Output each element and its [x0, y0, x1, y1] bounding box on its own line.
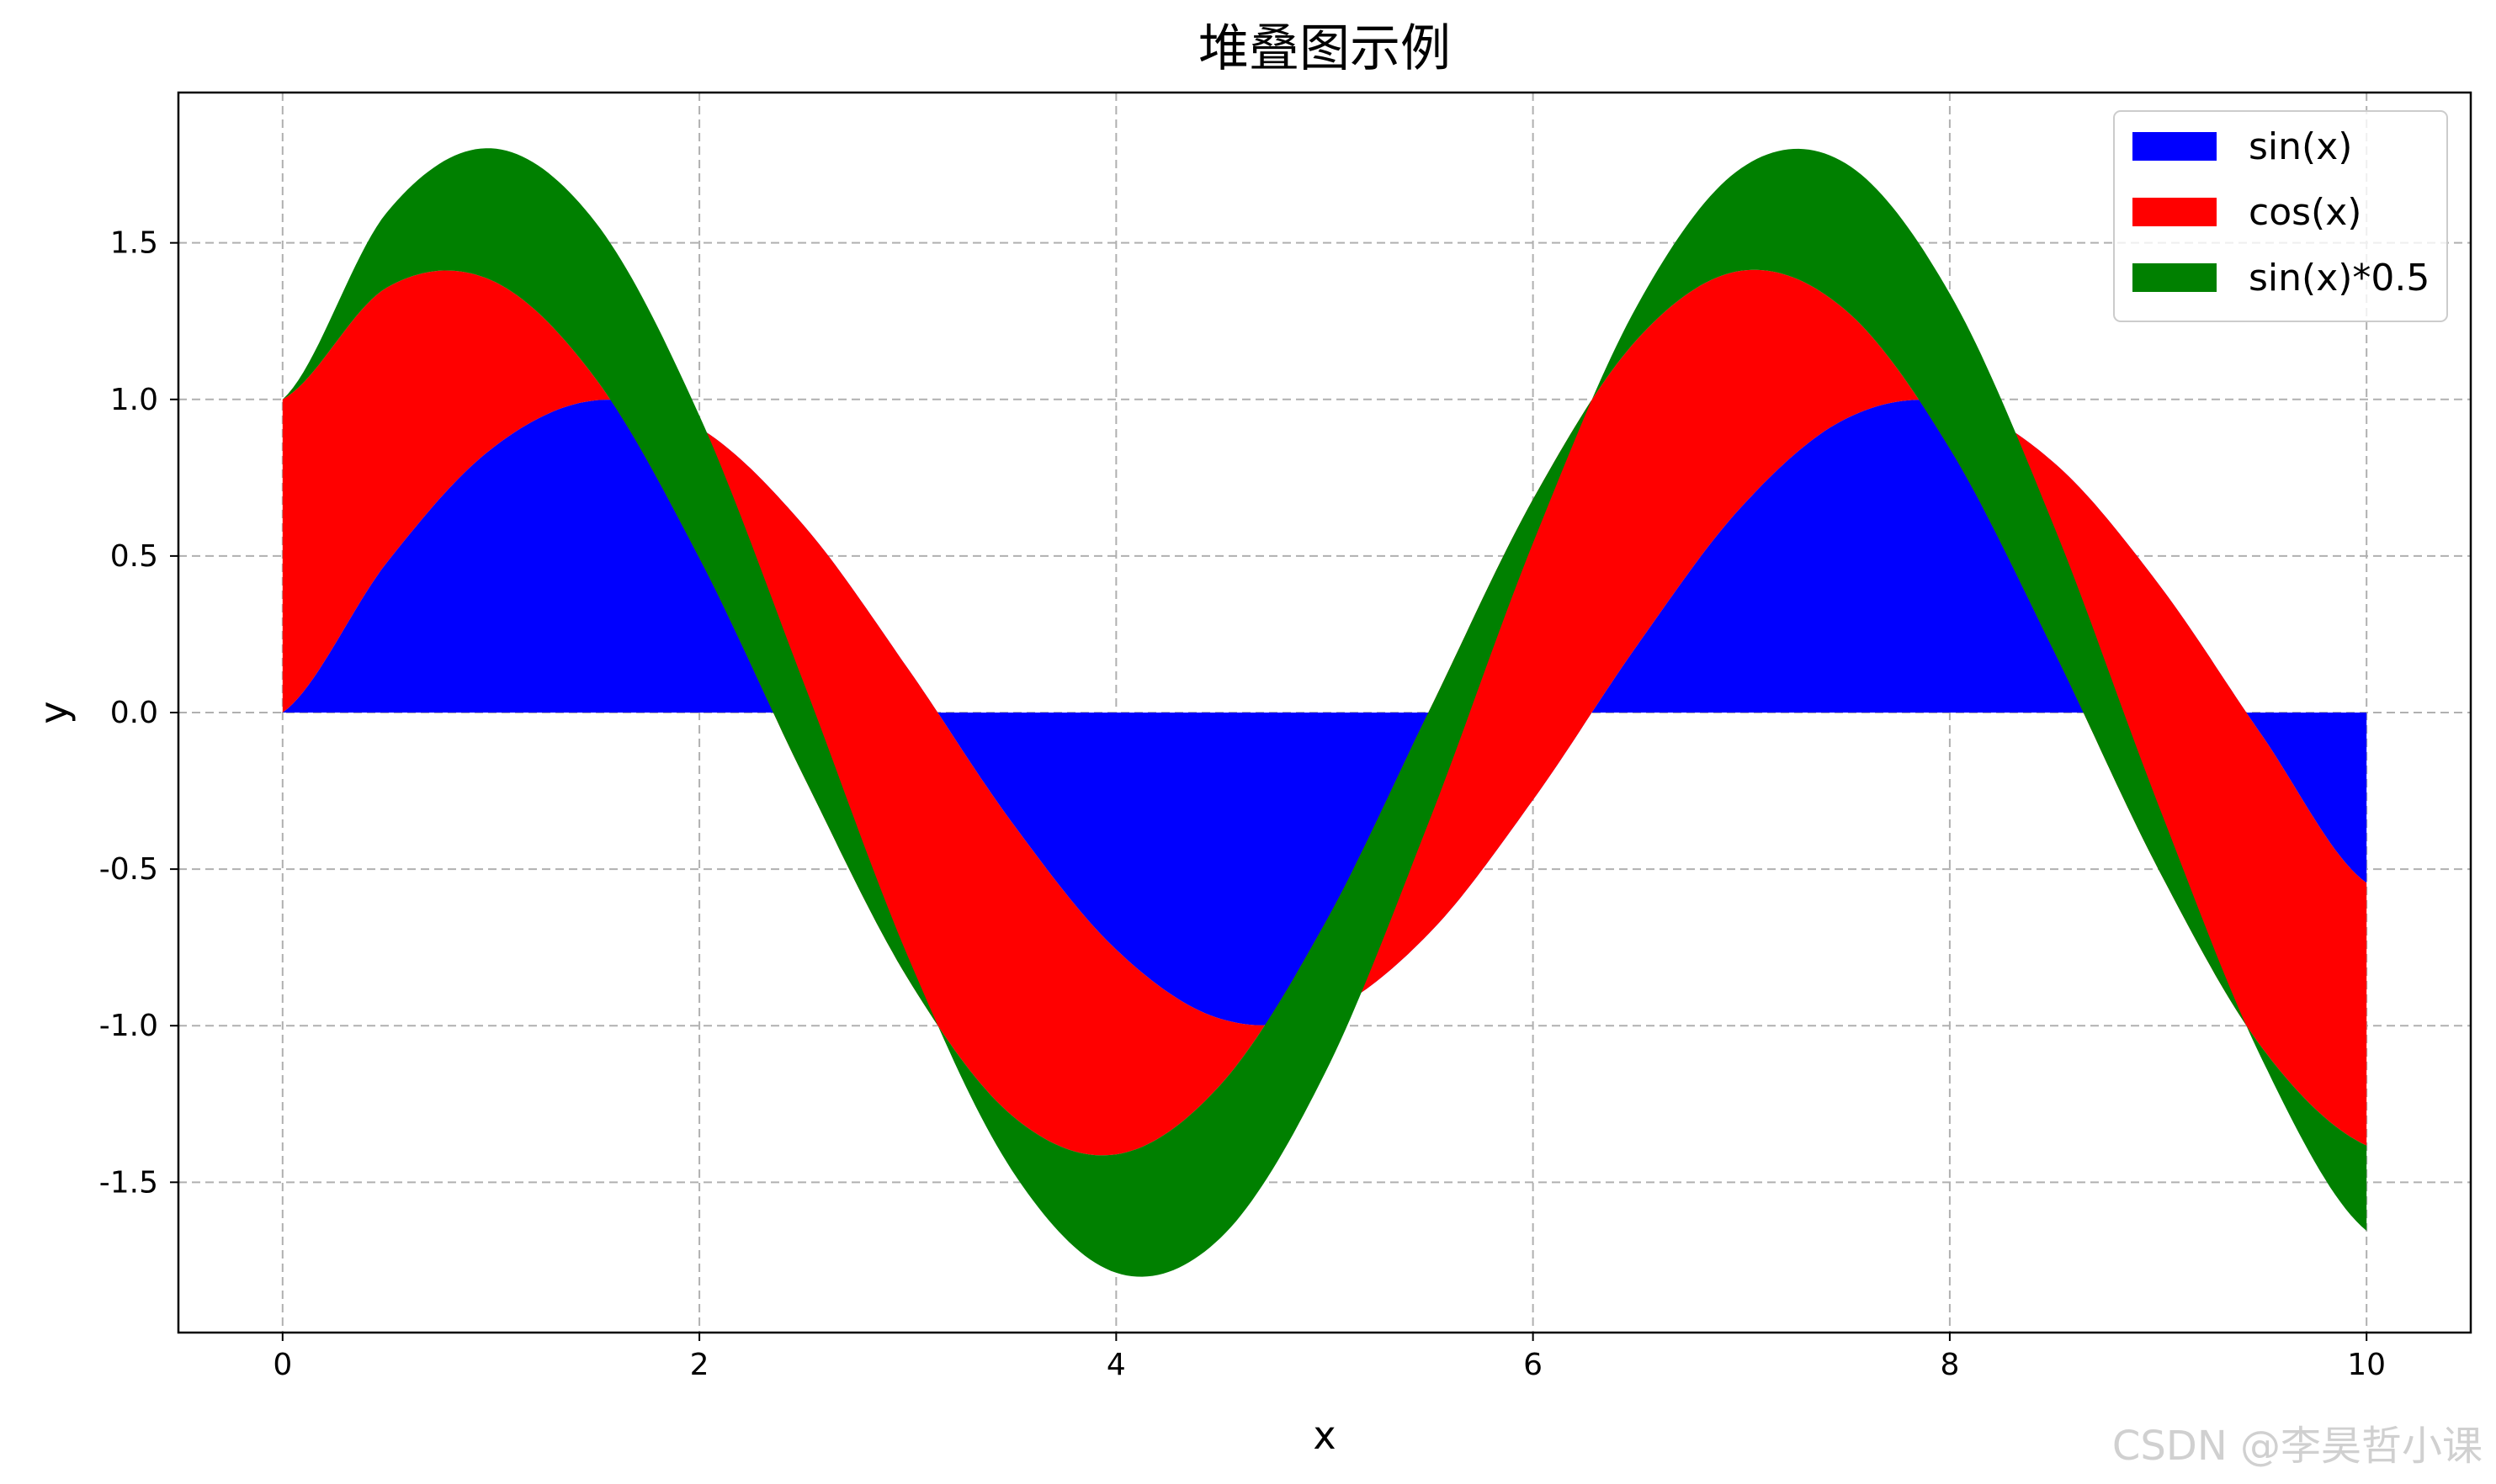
legend-label: cos(x) — [2249, 191, 2361, 234]
chart-title: 堆叠图示例 — [1198, 19, 1451, 78]
x-tick-label: 8 — [1940, 1348, 1959, 1382]
watermark-text: CSDN @李昊哲小课 — [2112, 1423, 2483, 1470]
y-tick-label: -0.5 — [99, 852, 158, 887]
legend-swatch — [2132, 263, 2217, 292]
y-axis-title: y — [31, 701, 77, 723]
y-tick-label: -1.5 — [99, 1165, 158, 1200]
stacked-areas — [282, 148, 2367, 1277]
y-tick-label: 0.0 — [110, 696, 158, 730]
y-tick-label: 0.5 — [110, 539, 158, 574]
legend-swatch — [2132, 198, 2217, 226]
y-tick-label: -1.0 — [99, 1009, 158, 1043]
x-tick-label: 0 — [273, 1348, 292, 1382]
x-axis-title: x — [1313, 1412, 1336, 1458]
x-tick-label: 4 — [1107, 1348, 1126, 1382]
y-tick-label: 1.0 — [110, 383, 158, 417]
legend-label: sin(x) — [2249, 125, 2352, 168]
axis-ticks: 0 2 4 6 8 10 -1.5 -1.0 -0.5 0.0 0.5 1.0 1.5 — [99, 226, 2386, 1382]
legend-swatch — [2132, 132, 2217, 161]
area-series-3 — [282, 148, 2367, 1277]
x-tick-label: 10 — [2347, 1348, 2386, 1382]
y-tick-label: 1.5 — [110, 226, 158, 261]
legend: sin(x) cos(x) sin(x)*0.5 — [2113, 110, 2448, 322]
x-tick-label: 6 — [1523, 1348, 1543, 1382]
x-tick-label: 2 — [690, 1348, 709, 1382]
legend-label: sin(x)*0.5 — [2249, 257, 2430, 299]
